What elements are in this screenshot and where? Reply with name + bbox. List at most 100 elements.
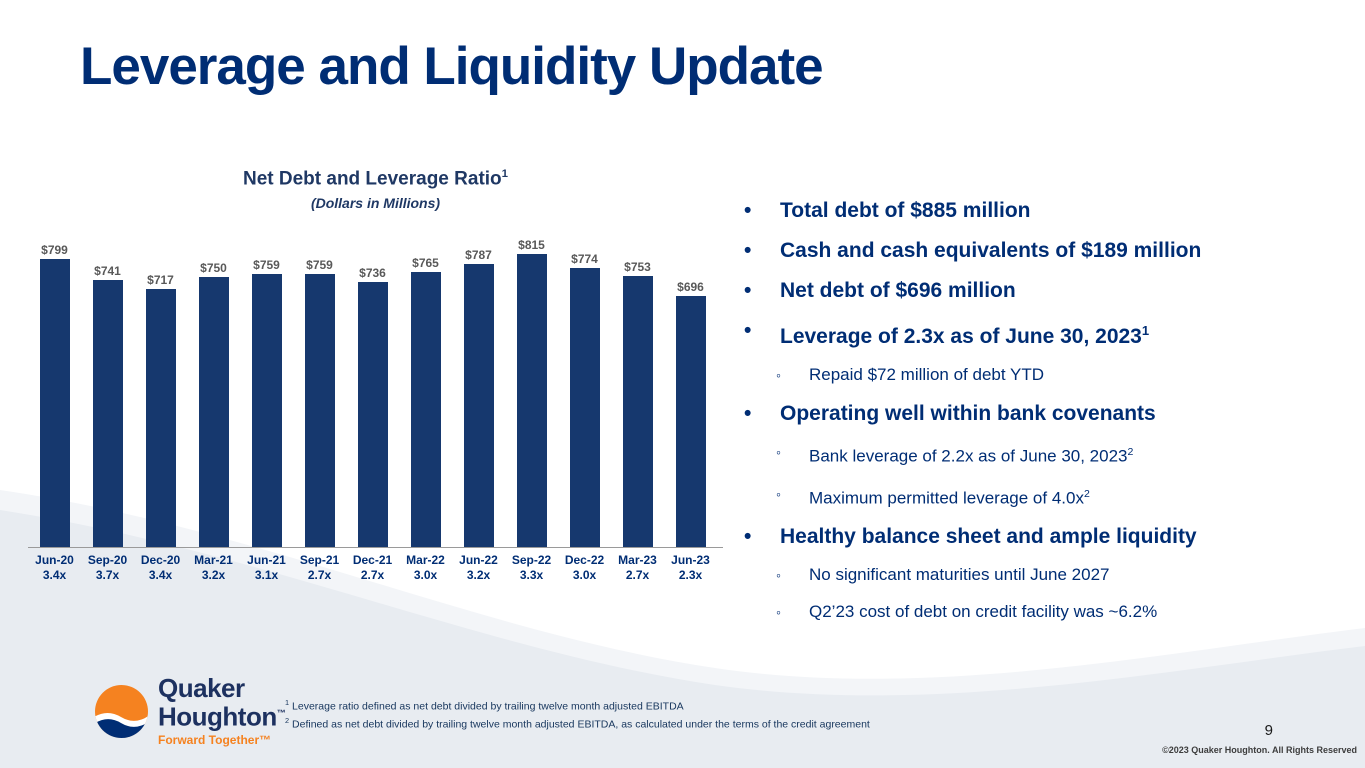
bar [463,264,494,548]
bar-value-label: $759 [253,258,280,273]
bar [304,274,335,548]
footnote-1: 1 Leverage ratio defined as net debt div… [285,696,870,714]
bar-value-label: $774 [571,252,598,267]
bullet-text: Leverage of 2.3x as of June 30, 20231 [780,323,1150,348]
bullet-marker: ◦ [776,567,781,584]
x-axis-label: Mar-21 3.2x [194,553,233,583]
logo-company-name-line1: Quaker [158,673,245,703]
x-axis-label: Sep-21 2.7x [299,553,340,583]
sub-bullet-item: ◦ Bank leverage of 2.2x as of June 30, 20… [774,441,1362,468]
x-axis-labels: Jun-20 3.4x Sep-20 3.7x Dec-20 3.4x Mar-21 3.2x… [28,553,723,583]
bar-value-label: $765 [412,256,439,271]
logo-company-name-line2: Houghton™ [158,701,286,732]
logo-trademark: ™ [276,708,286,718]
bar-value-label: $753 [624,260,651,275]
bar-value-label: $815 [518,238,545,253]
logo-text: Quaker Houghton™ Forward Together™ [158,673,286,747]
bar [251,274,282,548]
bullet-marker: • [744,525,752,549]
chart-bars: $799 $741 $717 $750 $759 $759 $736 $765 $787 $815… [28,217,723,548]
x-axis-label: Sep-20 3.7x [87,553,128,583]
bar-column: $759 [240,258,293,548]
bar-column: $741 [81,264,134,548]
bullet-text: Healthy balance sheet and ample liquidit… [780,525,1197,549]
bar [357,282,388,548]
bar [410,272,441,548]
slide-title: Leverage and Liquidity Update [80,37,824,96]
x-axis-label: Jun-22 3.2x [459,553,498,583]
bar-column: $696 [664,280,717,548]
bullet-superscript: 1 [1141,323,1150,338]
x-axis-label: Jun-20 3.4x [35,553,74,583]
bullet-marker: ◦ [776,367,781,383]
bullet-text: Net debt of $696 million [780,279,1016,302]
bullet-item: • Net debt of $696 million [737,278,1362,304]
x-axis-label: Mar-22 3.0x [406,553,445,583]
bullet-list: • Total debt of $885 million • Cash and cas… [737,198,1362,638]
bullet-marker: ◦ [776,485,781,502]
bar [569,268,600,548]
sub-bullet-item: ◦ Repaid $72 million of debt YTD [774,364,1362,386]
bar-value-label: $787 [465,248,492,263]
footnote-1-text: Leverage ratio defined as net debt divid… [292,700,684,713]
footnote-1-marker: 1 [285,698,290,707]
bullet-marker: • [744,239,752,262]
bullet-text: Q2’23 cost of debt on credit facility wa… [809,602,1158,622]
bar-column: $753 [611,260,664,548]
bar [145,289,176,548]
bullet-item: • Leverage of 2.3x as of June 30, 20231 [737,318,1362,350]
bullet-item: • Total debt of $885 million [737,198,1362,224]
chart-title-superscript: 1 [501,168,508,180]
bar-column: $765 [399,256,452,548]
bar-column: $799 [28,243,81,548]
bullet-marker: • [744,279,752,302]
bullet-superscript: 2 [1083,487,1090,500]
x-axis-label: Dec-21 2.7x [352,553,393,583]
x-axis-label: Jun-21 3.1x [247,553,286,583]
bar-value-label: $736 [359,266,386,281]
bar-column: $717 [134,273,187,548]
bar-column: $736 [346,266,399,548]
background-swoosh [0,490,1365,768]
bar [39,259,70,548]
bullet-text: Maximum permitted leverage of 4.0x2 [809,487,1090,508]
bar [198,277,229,548]
net-debt-chart-section: Net Debt and Leverage Ratio1 (Dollars in… [28,168,723,583]
bullet-superscript: 2 [1127,446,1134,458]
bullet-text: Repaid $72 million of debt YTD [809,365,1044,384]
bar-value-label: $696 [677,280,704,295]
x-axis-label: Dec-22 3.0x [564,553,605,583]
x-axis-label: Sep-22 3.3x [511,553,552,583]
bar [92,280,123,548]
bullet-item: • Cash and cash equivalents of $189 milli… [737,238,1362,264]
bullet-text: Total debt of $885 million [780,199,1031,222]
bar [516,254,547,548]
bar-column: $774 [558,252,611,548]
x-axis-label: Dec-20 3.4x [140,553,181,583]
bar-column: $750 [187,261,240,548]
footnote-2-marker: 2 [285,716,290,725]
chart-subtitle: (Dollars in Millions) [310,195,441,212]
bullet-item: • Operating well within bank covenants [737,401,1362,427]
bullet-text: Cash and cash equivalents of $189 millio… [780,239,1202,262]
sub-bullet-item: ◦ Q2’23 cost of debt on credit facility w… [774,601,1362,623]
sub-bullet-item: ◦ Maximum permitted leverage of 4.0x2 [774,483,1362,510]
quaker-houghton-logo: Quaker Houghton™ Forward Together™ [93,673,286,747]
bar-value-label: $717 [147,273,174,288]
bar-column: $787 [452,248,505,548]
bullet-marker: ◦ [776,444,781,460]
x-axis-label: Jun-23 2.3x [671,553,710,583]
bar-value-label: $799 [41,243,68,258]
bullet-text: Bank leverage of 2.2x as of June 30, 202… [809,446,1134,466]
logo-tagline: Forward Together™ [158,732,272,747]
bar [622,276,653,548]
bar-column: $815 [505,238,558,548]
bullet-marker: • [744,319,752,342]
x-axis-label: Mar-23 2.7x [618,553,657,583]
footnotes: 1 Leverage ratio defined as net debt div… [285,696,870,732]
bar-value-label: $750 [200,261,227,276]
logo-mark-icon [95,684,148,738]
footnote-2-text: Defined as net debt divided by trailing … [292,718,870,731]
sub-bullet-item: ◦ No significant maturities until June 20… [774,564,1362,586]
